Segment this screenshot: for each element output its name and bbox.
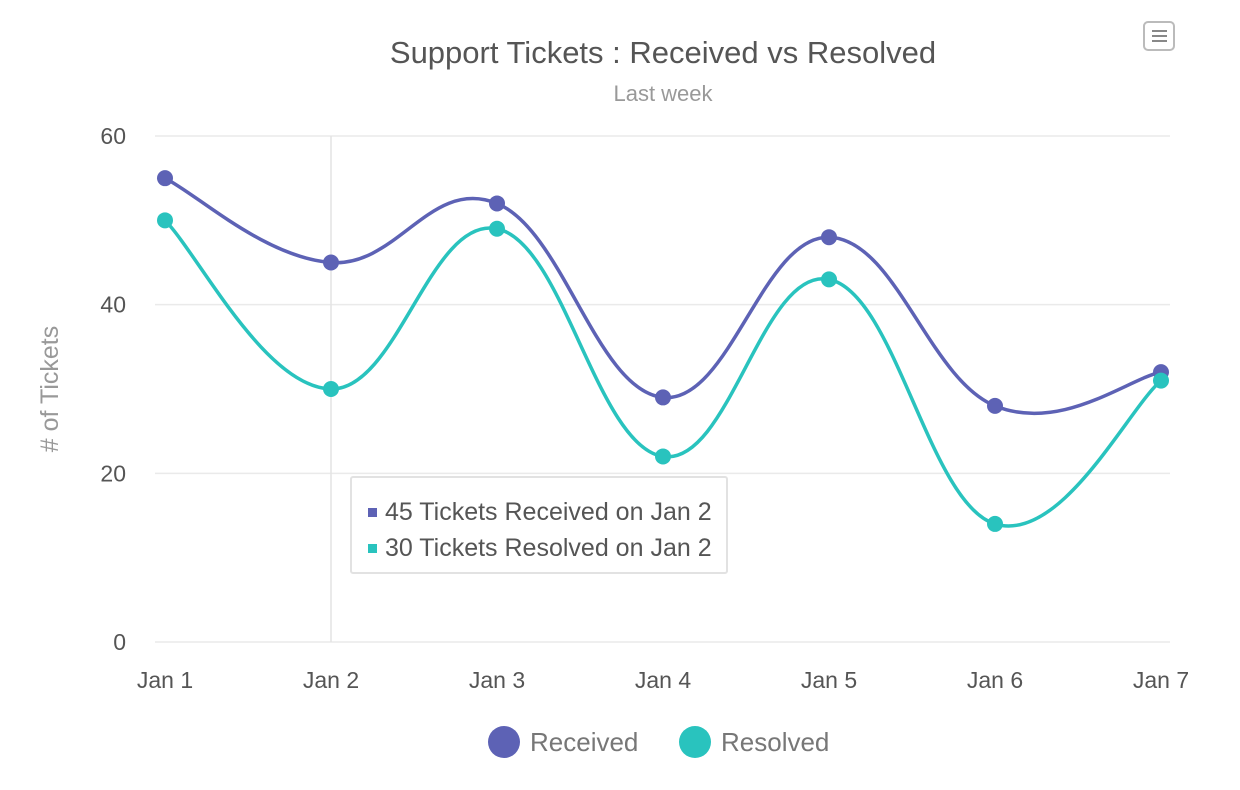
y-tick-label: 0: [113, 629, 126, 655]
tooltip-row-received: 45 Tickets Received on Jan 2: [368, 494, 726, 530]
y-axis-label: # of Tickets: [36, 326, 64, 452]
x-tick-label: Jan 3: [469, 667, 525, 693]
hamburger-menu-icon: [1152, 30, 1167, 32]
data-point-received: [987, 397, 1003, 414]
y-tick-label: 20: [100, 460, 126, 486]
legend-label-received: Received: [530, 727, 638, 757]
data-point-received: [489, 195, 505, 212]
tooltip-value: 30: [385, 533, 413, 562]
tooltip-value: 45: [385, 497, 413, 526]
data-point-received: [655, 389, 671, 406]
resolved-swatch: [368, 543, 377, 553]
y-tick-label: 40: [100, 292, 126, 318]
series-line-received: [164, 176, 1162, 416]
tooltip-date: Jan 2: [650, 533, 712, 562]
y-tick-label: 60: [100, 123, 126, 149]
tooltip-row-resolved: 30 Tickets Resolved on Jan 2: [368, 530, 726, 566]
data-point-resolved: [157, 212, 173, 229]
hamburger-menu-icon: [1152, 40, 1167, 42]
legend-label-resolved: Resolved: [721, 727, 829, 757]
legend-marker-resolved: [679, 726, 711, 758]
legend-marker-received: [488, 726, 520, 758]
tooltip-date: Jan 2: [650, 497, 712, 526]
data-point-received: [157, 170, 173, 187]
hamburger-menu-icon: [1152, 35, 1167, 37]
data-point-resolved: [1153, 372, 1169, 389]
data-point-received: [821, 229, 837, 246]
x-tick-label: Jan 2: [303, 667, 359, 693]
tooltip-text: Tickets Resolved on: [412, 533, 651, 562]
received-swatch: [368, 507, 377, 517]
chart-menu-button[interactable]: [1143, 21, 1175, 51]
data-point-received: [323, 254, 339, 271]
data-point-resolved: [323, 381, 339, 397]
data-point-resolved: [987, 515, 1003, 532]
x-tick-label: Jan 6: [967, 667, 1023, 693]
chart-subtitle: Last week: [613, 81, 713, 106]
tooltip: 45 Tickets Received on Jan 2 30 Tickets …: [350, 476, 728, 574]
x-tick-label: Jan 7: [1133, 667, 1189, 693]
chart-title: Support Tickets : Received vs Resolved: [390, 35, 936, 70]
x-tick-label: Jan 5: [801, 667, 857, 693]
data-point-resolved: [821, 271, 837, 288]
x-tick-label: Jan 1: [137, 667, 193, 693]
data-point-resolved: [655, 448, 671, 465]
tooltip-text: Tickets Received on: [412, 497, 651, 526]
x-tick-label: Jan 4: [635, 667, 691, 693]
data-point-resolved: [489, 220, 505, 237]
